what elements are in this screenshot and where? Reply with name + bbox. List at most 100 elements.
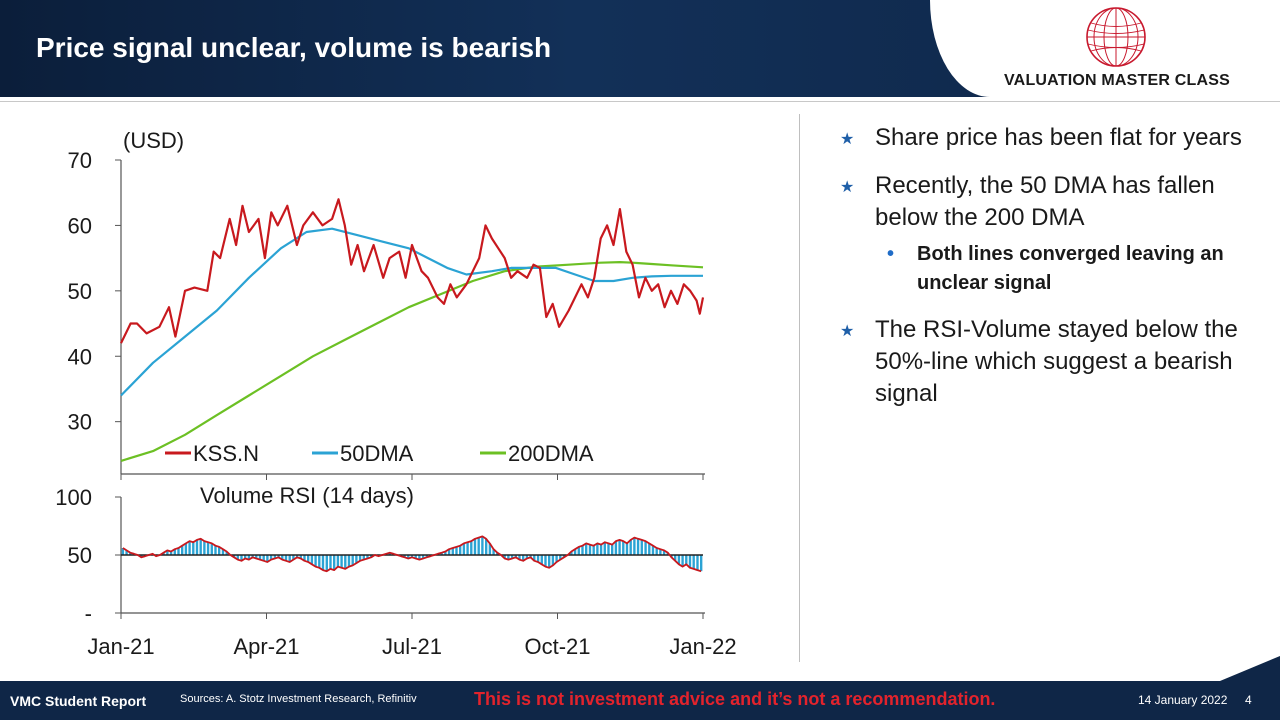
- rsi-bar: [640, 539, 643, 555]
- rsi-bar: [199, 538, 202, 555]
- rsi-bar: [218, 546, 221, 555]
- rsi-bar: [503, 555, 506, 559]
- rsi-bar: [284, 555, 288, 561]
- rsi-bar: [592, 545, 595, 555]
- rsi-bar: [447, 549, 451, 555]
- rsi-bar: [462, 543, 466, 555]
- rsi-bar: [700, 555, 703, 572]
- header-divider: [0, 101, 1280, 102]
- legend-label: 50DMA: [340, 441, 414, 466]
- rsi-bar: [618, 539, 621, 555]
- report-label: VMC Student Report: [10, 693, 147, 709]
- bullet-list: ★ Share price has been flat for years ★ …: [840, 122, 1260, 426]
- rsi-bar: [440, 552, 443, 555]
- brand-name: VALUATION MASTER CLASS: [1004, 72, 1231, 89]
- bullet-item: ★ Share price has been flat for years: [840, 122, 1260, 154]
- rsi-bar: [410, 555, 414, 558]
- rsi-bar: [510, 555, 514, 559]
- vertical-divider: [799, 114, 800, 662]
- rsi-bar: [581, 545, 584, 555]
- rsi-bar: [340, 555, 343, 568]
- rsi-bar: [551, 555, 555, 566]
- x-tick-label: Oct-21: [524, 634, 590, 659]
- page-title: Price signal unclear, volume is bearish: [36, 32, 552, 63]
- page-number: 4: [1245, 693, 1252, 707]
- rsi-bar: [603, 542, 606, 555]
- price-y-label: (USD): [123, 128, 184, 153]
- price-y-tick-label: 30: [68, 410, 92, 435]
- rsi-bar: [121, 548, 125, 555]
- rsi-bar: [536, 555, 540, 562]
- rsi-bar: [455, 546, 458, 555]
- legend-label: KSS.N: [193, 441, 259, 466]
- rsi-bar: [303, 555, 306, 561]
- rsi-bar: [277, 555, 280, 558]
- rsi-bar: [696, 555, 699, 571]
- rsi-bar: [648, 543, 651, 555]
- star-bullet-icon: ★: [840, 179, 855, 196]
- rsi-bar: [644, 541, 647, 555]
- rsi-bar: [485, 538, 488, 555]
- rsi-bar: [518, 555, 521, 560]
- rsi-bar: [414, 555, 417, 559]
- rsi-bar: [370, 555, 373, 558]
- rsi-bar: [577, 546, 580, 555]
- rsi-bar: [255, 555, 258, 559]
- rsi-bar: [674, 555, 677, 561]
- rsi-bar: [559, 555, 562, 560]
- rsi-bar: [166, 550, 169, 555]
- x-tick-label: Jan-21: [87, 634, 154, 659]
- rsi-title: Volume RSI (14 days): [200, 483, 414, 508]
- rsi-bar: [607, 543, 610, 555]
- rsi-bar: [403, 555, 406, 558]
- rsi-bar: [629, 539, 632, 555]
- rsi-bar: [169, 551, 173, 555]
- rsi-bar: [470, 541, 473, 555]
- rsi-bar: [140, 555, 143, 558]
- rsi-bar: [203, 541, 206, 555]
- rsi-bar: [585, 543, 588, 555]
- bullet-text: The RSI-Volume stayed below the 50%-line…: [875, 316, 1238, 407]
- rsi-bar: [418, 555, 421, 560]
- rsi-bar: [407, 555, 410, 559]
- rsi-bar: [529, 555, 532, 558]
- rsi-bar: [588, 544, 592, 555]
- rsi-bar: [266, 555, 269, 562]
- bullet-item: ★ The RSI-Volume stayed below the 50%-li…: [840, 314, 1260, 410]
- logo-panel: [930, 0, 1280, 97]
- rsi-bar: [262, 555, 265, 561]
- rsi-bar: [125, 550, 128, 555]
- rsi-bar: [269, 555, 273, 560]
- rsi-bar: [310, 555, 314, 565]
- rsi-bar: [281, 555, 284, 560]
- rsi-bar: [240, 555, 243, 561]
- legend-label: 200DMA: [508, 441, 594, 466]
- rsi-bar: [659, 549, 662, 555]
- rsi-bar: [466, 542, 469, 555]
- rsi-bar: [451, 548, 454, 555]
- rsi-bar: [599, 544, 603, 555]
- rsi-bar: [307, 555, 310, 562]
- rsi-bar: [236, 555, 239, 560]
- rsi-bar: [347, 555, 351, 567]
- rsi-bar: [314, 555, 317, 567]
- series-line-50dma: [120, 227, 703, 397]
- rsi-bar: [295, 555, 299, 558]
- rsi-bar: [459, 545, 462, 555]
- star-bullet-icon: ★: [840, 323, 855, 340]
- rsi-bar: [244, 555, 247, 559]
- rsi-bar: [611, 544, 614, 555]
- rsi-bar: [681, 555, 684, 567]
- rsi-bar: [525, 555, 529, 559]
- rsi-bar: [221, 549, 225, 555]
- rsi-bar: [177, 548, 180, 555]
- price-y-tick-label: 40: [68, 344, 92, 369]
- rsi-y-tick-label: -: [85, 601, 92, 626]
- rsi-bar: [362, 555, 365, 560]
- rsi-bar: [533, 555, 536, 561]
- rsi-bar: [336, 555, 340, 567]
- globe-logo-icon: [1086, 7, 1146, 67]
- rsi-bar: [288, 555, 291, 562]
- rsi-bar: [184, 543, 188, 555]
- rsi-bar: [496, 552, 499, 555]
